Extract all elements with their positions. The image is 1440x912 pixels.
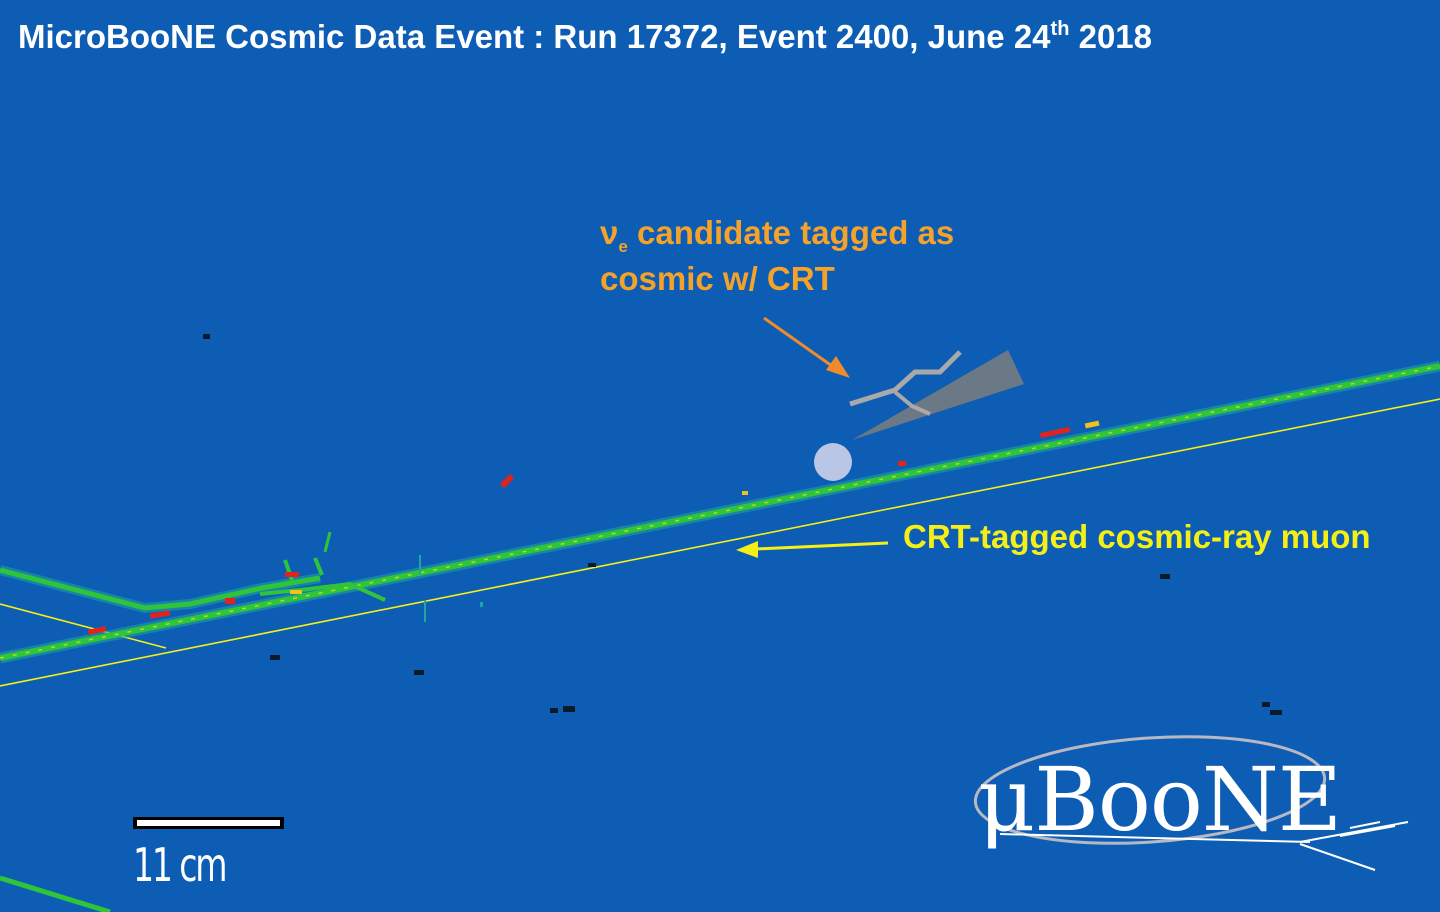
logo-graphic [973,735,1376,871]
microboone-logo: μBooNE [978,748,1342,851]
crt-line-main [0,398,1440,687]
muon-label: CRT-tagged cosmic-ray muon [903,518,1371,555]
isolated-hits [203,334,1282,715]
vertex-marker-icon [814,443,852,481]
muon-track [0,360,1440,664]
neutrino-arrow-icon [1299,821,1409,843]
orange-arrow-icon [763,316,850,378]
left-branches [283,531,426,622]
nue-candidate-branch [893,390,931,416]
scale-bar-label: 11 cm [133,838,228,892]
energy-deposits [87,420,1100,635]
scale-bar [133,817,284,829]
crt-line-short [0,603,167,649]
nue-candidate-track [849,350,962,407]
shower-cone [852,350,1024,440]
left-track-upper [0,565,386,614]
yellow-arrow-icon [736,541,889,558]
page-title: MicroBooNE Cosmic Data Event : Run 17372… [18,18,1153,55]
bottom-left-track [0,875,111,912]
nue-candidate-label: νe candidate tagged as cosmic w/ CRT [600,214,955,297]
